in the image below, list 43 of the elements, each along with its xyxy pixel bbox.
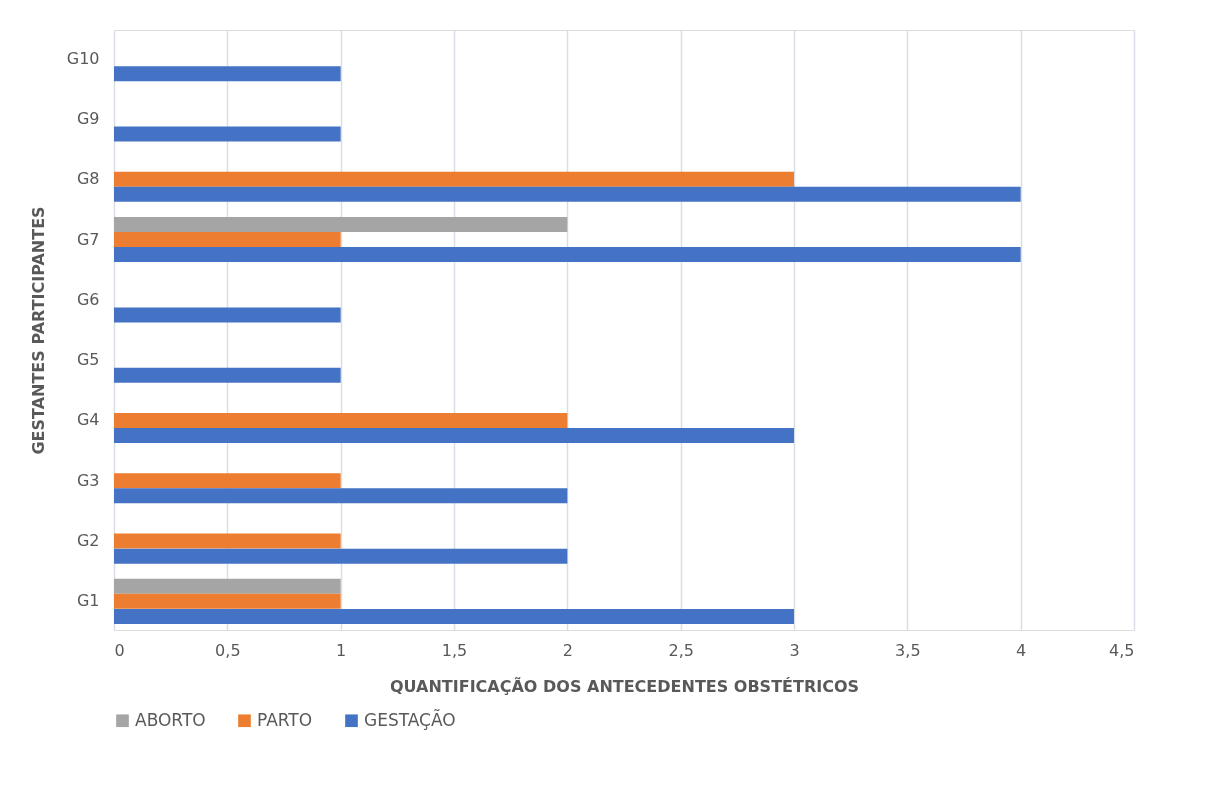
y-tick-label: G2 bbox=[76, 531, 100, 551]
bar bbox=[114, 171, 794, 187]
x-tick-label: 2,5 bbox=[668, 640, 694, 660]
x-tick-label: 2 bbox=[562, 640, 573, 660]
x-tick-label: 4,5 bbox=[1109, 640, 1135, 660]
x-tick-label: 0,5 bbox=[215, 640, 241, 660]
y-tick-label: G7 bbox=[76, 229, 100, 249]
bar bbox=[114, 307, 341, 323]
bar bbox=[114, 578, 341, 594]
x-tick-label: 0 bbox=[114, 640, 125, 660]
y-tick-label: G8 bbox=[76, 169, 100, 189]
y-tick-label: G1 bbox=[76, 591, 100, 611]
x-tick-label: 1 bbox=[336, 640, 347, 660]
bar bbox=[114, 232, 341, 248]
bar bbox=[114, 533, 341, 549]
x-axis-title: QUANTIFICAÇÃO DOS ANTECEDENTES OBSTÉTRICOS bbox=[389, 676, 860, 696]
y-tick-label: G9 bbox=[76, 108, 100, 128]
bar bbox=[114, 593, 341, 609]
y-tick-label: G5 bbox=[76, 350, 100, 370]
legend-label: GESTAÇÃO bbox=[364, 708, 456, 730]
bar bbox=[114, 473, 341, 489]
bar bbox=[114, 548, 568, 564]
y-axis-title: GESTANTES PARTICIPANTES bbox=[28, 206, 48, 455]
x-tick-label: 3 bbox=[789, 640, 800, 660]
bar bbox=[114, 488, 568, 504]
x-tick-label: 1,5 bbox=[441, 640, 468, 660]
bar bbox=[114, 216, 568, 232]
y-tick-label: G3 bbox=[76, 470, 100, 490]
y-tick-label: G6 bbox=[76, 289, 100, 309]
legend-label: PARTO bbox=[257, 709, 313, 730]
bar bbox=[114, 367, 341, 383]
bar bbox=[114, 412, 568, 428]
legend-label: ABORTO bbox=[135, 709, 206, 730]
x-tick-label: 3,5 bbox=[895, 640, 921, 660]
y-tick-label: G10 bbox=[66, 48, 100, 68]
x-tick-label: 4 bbox=[1016, 640, 1027, 660]
y-tick-label: G4 bbox=[76, 410, 100, 430]
bar bbox=[114, 247, 1021, 263]
bar bbox=[114, 126, 341, 142]
bar bbox=[114, 608, 794, 624]
bar bbox=[114, 66, 341, 82]
bar bbox=[114, 186, 1021, 202]
bar bbox=[114, 428, 794, 444]
